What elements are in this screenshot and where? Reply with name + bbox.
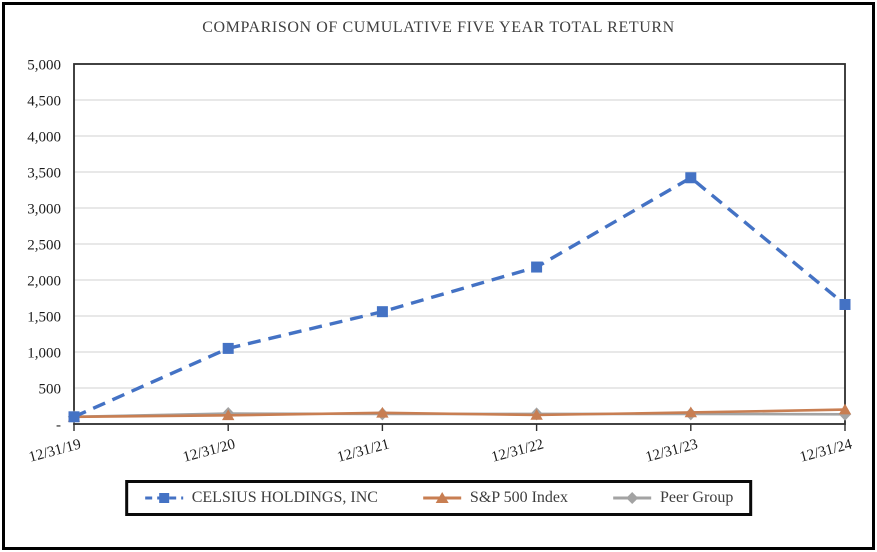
y-axis-label: 4,000 [27,130,61,146]
triangle-marker-s-p-500-index [838,403,852,415]
y-axis-label: 3,500 [27,166,61,182]
x-axis-label: 12/31/23 [644,437,700,466]
legend-label-peer-group: Peer Group [660,489,734,506]
legend-diamond-icon [613,492,651,504]
y-axis-label: 2,000 [27,274,61,290]
legend-triangle-icon [422,492,461,503]
legend-label-celsius-holdings-inc: CELSIUS HOLDINGS, INC [191,489,378,506]
plot-border [73,63,846,425]
triangle-marker-s-p-500-index [530,409,543,420]
square-marker-celsius-holdings-inc [685,172,697,184]
x-axis-label: 12/31/19 [27,437,83,466]
legend-item-peer-group: Peer Group [612,489,733,507]
y-axis-label: 2,500 [27,238,61,254]
square-marker-celsius-holdings-inc [839,298,851,310]
y-axis-label: 1,500 [27,310,61,326]
square-marker-celsius-holdings-inc [68,411,80,423]
triangle-marker-s-p-500-index [376,406,389,418]
y-axis-label: 3,000 [27,202,61,218]
square-marker-celsius-holdings-inc [531,261,543,273]
y-axis-label: 4,500 [27,94,61,110]
x-axis-label: 12/31/24 [798,436,854,465]
legend-square-icon [144,493,183,503]
gridlines [74,99,845,389]
triangle-marker-s-p-500-index [684,406,697,418]
x-axis-ticks [73,424,846,431]
square-marker-celsius-holdings-inc [222,342,234,354]
chart-legend: CELSIUS HOLDINGS, INC S&P 500 Index Peer G… [124,480,753,516]
triangle-marker-s-p-500-index [222,409,235,421]
series-line-celsius-holdings-inc [73,175,847,419]
y-axis-labels: - 500 1,000 1,500 2,000 2,500 3,000 3,500 4,000 4… [27,58,61,434]
y-axis-label: 500 [39,382,62,398]
square-marker-celsius-holdings-inc [376,306,388,318]
chart-title: COMPARISON OF CUMULATIVE FIVE YEAR TOTAL… [202,19,675,36]
series-s-p-500-index [67,403,852,422]
x-axis-label: 12/31/22 [490,437,546,466]
y-axis-label: 5,000 [27,58,61,74]
y-axis-label: 1,000 [27,346,61,362]
legend-item-celsius-holdings-inc: CELSIUS HOLDINGS, INC [144,489,378,507]
series-line-s-p-500-index [73,408,846,419]
series-celsius-holdings-inc [68,172,851,423]
x-axis-labels: 12/31/19 12/31/20 12/31/21 12/31/22 12/31/23… [27,436,854,465]
legend-item-s-p-500-index: S&P 500 Index [422,489,568,507]
legend-label-s-p-500-index: S&P 500 Index [469,489,568,506]
x-axis-label: 12/31/21 [336,437,392,466]
y-axis-label: - [56,418,61,434]
x-axis-label: 12/31/20 [181,437,237,466]
